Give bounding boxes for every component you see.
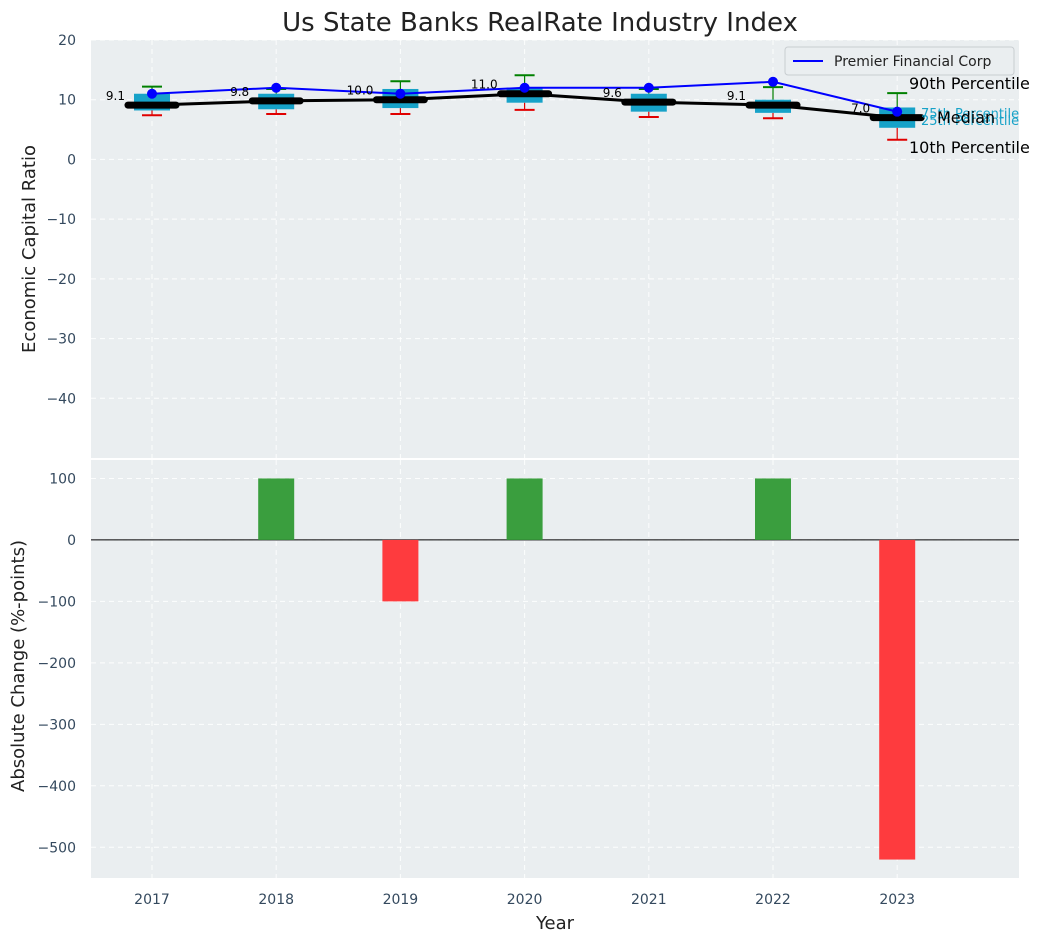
top-y-tick-label: −40 (46, 391, 76, 407)
legend-frame (784, 46, 1015, 76)
median-value-label: 7.0 (851, 102, 870, 116)
x-tick-label: 2022 (755, 892, 791, 908)
x-tick-label: 2020 (507, 892, 543, 908)
change-bars (258, 478, 916, 860)
bottom-y-tick-label: −300 (38, 717, 76, 733)
bottom-y-tick-label: 100 (49, 471, 76, 487)
annotation-p75: 75th Percentile (921, 107, 1019, 122)
change-bar (879, 539, 916, 860)
legend: Premier Financial Corp (784, 46, 1015, 76)
bottom-y-tick-label: −100 (38, 594, 76, 610)
top-y-tick-label: −30 (46, 332, 76, 348)
company-point (892, 106, 903, 117)
chart-title: Us State Banks RealRate Industry Index (282, 8, 798, 38)
x-tick-label: 2018 (258, 892, 294, 908)
median-value-label: 9.1 (727, 89, 746, 103)
x-tick-label: 2023 (879, 892, 915, 908)
top-y-axis-label: Economic Capital Ratio (19, 145, 40, 353)
company-point (768, 76, 778, 87)
top-y-tick-label: 10 (58, 93, 76, 109)
change-bar (382, 539, 419, 602)
top-y-tick-label: −10 (46, 212, 76, 228)
annotation-p10: 10th Percentile (909, 138, 1030, 157)
x-tick-label: 2017 (134, 892, 170, 908)
x-tick-labels: 2017 2018 2019 2020 2021 2022 2023 (134, 892, 915, 908)
change-bar (755, 478, 791, 540)
change-bar (258, 478, 295, 540)
legend-label: Premier Financial Corp (834, 54, 991, 70)
company-point (643, 82, 654, 93)
x-tick-label: 2019 (383, 892, 419, 908)
annotation-median: Median (937, 108, 995, 127)
bottom-y-tick-labels: 100 0 −100 −200 −300 −400 −500 (38, 471, 76, 856)
top-y-tick-labels: 20 10 0 −10 −20 −30 −40 (46, 33, 76, 407)
bottom-y-tick-label: −400 (38, 779, 76, 795)
top-y-tick-label: 20 (58, 33, 76, 49)
median-value-label: 9.8 (230, 85, 249, 99)
median-value-label: 9.6 (603, 86, 622, 100)
bottom-y-axis-label: Absolute Change (%-points) (8, 540, 29, 792)
company-point (271, 82, 282, 93)
change-bar (506, 478, 543, 540)
median-value-labels: 9.1 9.8 10.0 11.0 9.6 9.1 7.0 (106, 78, 870, 116)
top-y-tick-label: −20 (46, 272, 76, 288)
bottom-y-tick-label: −200 (38, 656, 76, 672)
bottom-y-tick-label: −500 (38, 840, 76, 856)
top-panel-background (91, 40, 1019, 458)
company-point (519, 82, 530, 93)
median-markers (124, 90, 925, 122)
company-point (395, 88, 406, 99)
x-tick-label: 2021 (631, 892, 667, 908)
bottom-y-tick-label: 0 (67, 533, 76, 549)
median-value-label: 9.1 (106, 89, 125, 103)
top-y-tick-label: 0 (67, 152, 76, 168)
annotation-p25: 25th Percentile (921, 114, 1019, 129)
top-gridlines (91, 39, 1019, 458)
median-value-label: 10.0 (347, 84, 374, 98)
company-point (147, 88, 157, 99)
median-value-label: 11.0 (471, 78, 498, 92)
x-axis-label: Year (535, 913, 575, 934)
company-points (147, 76, 903, 117)
annotation-p90: 90th Percentile (909, 74, 1030, 93)
bottom-panel-background (91, 460, 1019, 878)
